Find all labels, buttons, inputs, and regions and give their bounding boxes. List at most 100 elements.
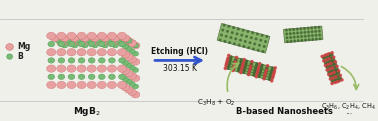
Ellipse shape (118, 49, 127, 56)
Circle shape (253, 73, 255, 75)
Ellipse shape (87, 49, 96, 56)
Circle shape (240, 72, 242, 74)
Circle shape (337, 75, 339, 77)
Circle shape (249, 68, 251, 70)
Circle shape (331, 74, 332, 76)
Ellipse shape (77, 49, 86, 56)
Circle shape (227, 67, 229, 69)
Circle shape (333, 67, 335, 68)
Ellipse shape (118, 40, 126, 46)
Ellipse shape (77, 32, 86, 40)
Circle shape (301, 32, 302, 34)
Ellipse shape (57, 81, 66, 89)
Circle shape (324, 60, 325, 61)
Ellipse shape (67, 65, 76, 72)
Circle shape (331, 82, 333, 85)
Circle shape (330, 64, 332, 66)
Text: C$_3$H$_6$, C$_2$H$_4$, CH$_4$: C$_3$H$_6$, C$_2$H$_4$, CH$_4$ (321, 102, 376, 112)
Circle shape (286, 37, 288, 39)
Circle shape (246, 60, 248, 62)
Ellipse shape (129, 65, 135, 70)
Circle shape (335, 66, 337, 67)
Circle shape (226, 59, 229, 61)
Circle shape (233, 66, 235, 68)
Circle shape (329, 65, 331, 66)
Circle shape (230, 56, 232, 58)
Circle shape (260, 67, 262, 69)
Circle shape (223, 24, 225, 26)
Circle shape (257, 49, 259, 51)
Circle shape (329, 78, 332, 80)
Circle shape (229, 59, 231, 60)
Circle shape (260, 67, 262, 69)
Circle shape (332, 77, 333, 79)
Text: ...: ... (345, 107, 352, 116)
Circle shape (240, 59, 242, 60)
Circle shape (326, 69, 328, 71)
Circle shape (234, 64, 235, 66)
Circle shape (308, 35, 310, 37)
Circle shape (330, 62, 332, 64)
Ellipse shape (121, 35, 130, 42)
Circle shape (331, 54, 333, 55)
Ellipse shape (132, 68, 139, 72)
Circle shape (256, 64, 257, 66)
Circle shape (238, 67, 240, 69)
Circle shape (327, 65, 329, 67)
Circle shape (268, 79, 270, 80)
Ellipse shape (132, 84, 139, 89)
Ellipse shape (48, 41, 55, 47)
Ellipse shape (122, 60, 129, 65)
Ellipse shape (122, 77, 129, 82)
Circle shape (243, 70, 245, 72)
Circle shape (332, 81, 333, 83)
Ellipse shape (87, 65, 96, 72)
Circle shape (270, 75, 271, 77)
Circle shape (244, 66, 246, 67)
Circle shape (273, 71, 275, 74)
Circle shape (266, 68, 268, 70)
Circle shape (270, 74, 271, 76)
Circle shape (294, 40, 296, 42)
Polygon shape (228, 55, 275, 72)
Ellipse shape (129, 49, 135, 54)
Circle shape (271, 70, 273, 72)
Circle shape (293, 36, 295, 38)
Circle shape (261, 66, 263, 68)
Circle shape (339, 75, 341, 76)
Ellipse shape (78, 41, 85, 47)
Circle shape (333, 71, 335, 74)
Circle shape (304, 32, 306, 33)
Circle shape (242, 29, 244, 31)
Circle shape (271, 77, 274, 79)
Circle shape (329, 75, 331, 77)
Circle shape (250, 63, 252, 65)
Circle shape (235, 59, 237, 61)
Circle shape (260, 69, 262, 70)
Circle shape (241, 67, 243, 69)
Ellipse shape (7, 54, 12, 59)
Circle shape (285, 29, 287, 31)
Circle shape (339, 74, 341, 76)
Ellipse shape (77, 40, 86, 46)
Circle shape (270, 73, 272, 74)
Circle shape (271, 80, 273, 82)
Circle shape (238, 44, 240, 46)
Circle shape (333, 77, 335, 79)
Circle shape (259, 74, 260, 76)
Ellipse shape (46, 32, 56, 40)
Circle shape (330, 71, 332, 73)
Circle shape (327, 53, 328, 55)
Circle shape (266, 36, 268, 37)
Circle shape (266, 65, 268, 67)
Circle shape (237, 70, 239, 72)
Circle shape (330, 67, 333, 69)
Ellipse shape (58, 41, 65, 47)
Circle shape (251, 37, 252, 38)
Circle shape (254, 72, 256, 73)
Circle shape (241, 66, 243, 68)
Ellipse shape (57, 32, 66, 40)
Ellipse shape (88, 41, 95, 47)
Circle shape (265, 73, 266, 75)
Circle shape (228, 54, 230, 57)
